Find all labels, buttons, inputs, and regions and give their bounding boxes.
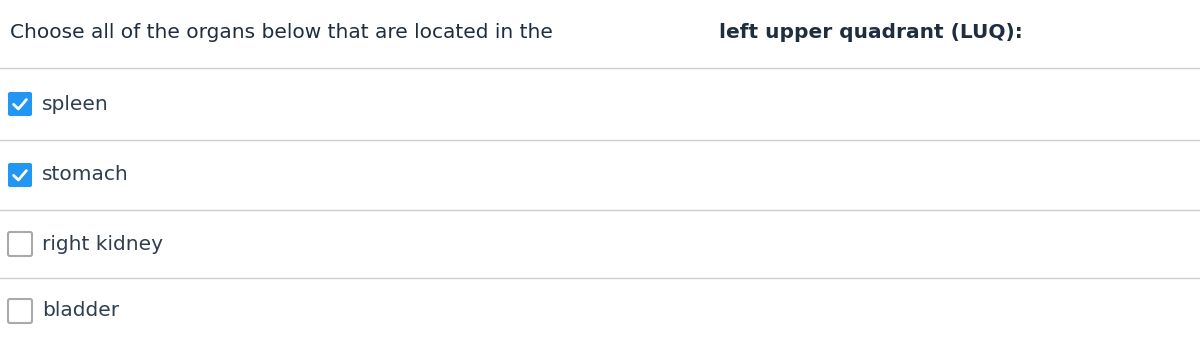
Text: stomach: stomach [42,165,128,184]
Text: bladder: bladder [42,301,119,321]
Text: spleen: spleen [42,95,109,114]
FancyBboxPatch shape [8,232,32,256]
Text: left upper quadrant (LUQ):: left upper quadrant (LUQ): [719,22,1022,42]
Text: Choose all of the organs below that are located in the: Choose all of the organs below that are … [10,22,559,42]
FancyBboxPatch shape [8,92,32,116]
Text: right kidney: right kidney [42,235,163,254]
FancyBboxPatch shape [8,299,32,323]
FancyBboxPatch shape [8,163,32,187]
